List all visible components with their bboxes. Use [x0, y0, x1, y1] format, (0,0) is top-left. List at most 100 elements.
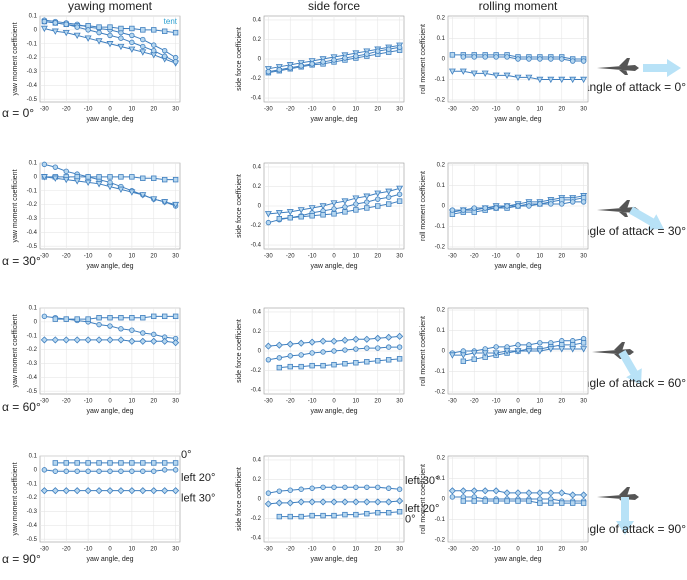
data-point [150, 196, 158, 203]
y-tick-label: -0.1 [27, 481, 38, 487]
data-point [559, 56, 565, 62]
data-point [515, 342, 521, 348]
data-point [537, 56, 543, 62]
series-label: 0° [181, 449, 192, 461]
x-tick-label: 10 [353, 107, 360, 113]
data-point [374, 334, 382, 342]
data-point [580, 199, 587, 205]
data-point [375, 358, 381, 364]
y-tick-label: 0 [258, 57, 262, 63]
data-point [309, 350, 315, 356]
y-tick-label: 0 [258, 497, 262, 503]
data-point [320, 349, 326, 355]
data-point [298, 214, 304, 220]
data-point [107, 323, 113, 329]
data-point [342, 484, 348, 490]
alpha-label: α = 90° [2, 552, 41, 566]
data-point [482, 205, 488, 211]
data-point [286, 340, 294, 348]
x-tick-label: 30 [172, 107, 179, 113]
x-tick-label: -10 [308, 399, 317, 405]
data-point [385, 344, 392, 350]
data-point [341, 336, 349, 344]
data-point [265, 69, 272, 75]
chart-title: yawing moment [68, 0, 153, 13]
y-tick-label: -0.3 [27, 361, 38, 367]
y-tick-label: -0.1 [27, 188, 38, 194]
x-axis-label: yaw angle, deg [494, 263, 541, 270]
y-tick-label: 0.4 [253, 457, 262, 463]
y-tick-label: 0.1 [437, 36, 446, 42]
y-tick-label: 0.1 [29, 14, 38, 20]
data-point [493, 205, 499, 211]
data-point [569, 346, 577, 353]
y-axis-label: roll moment coefficient [420, 316, 427, 386]
x-tick-label: 10 [537, 399, 544, 405]
data-point [118, 460, 124, 466]
y-tick-label: -0.2 [27, 347, 38, 353]
data-point [63, 21, 69, 28]
data-point [319, 337, 327, 345]
x-tick-label: 20 [558, 547, 565, 553]
data-point [375, 484, 381, 490]
data-point [161, 337, 169, 345]
data-point [319, 203, 327, 210]
x-tick-label: 20 [558, 399, 565, 405]
data-point [40, 336, 48, 344]
data-point [275, 341, 283, 349]
y-tick-label: -0.4 [251, 388, 262, 394]
data-point [172, 467, 179, 473]
data-point [276, 216, 283, 222]
data-point [297, 498, 305, 506]
data-point [106, 487, 114, 495]
data-point [264, 342, 272, 350]
data-point [84, 179, 92, 187]
x-axis-label: yaw angle, deg [86, 408, 133, 415]
x-tick-label: -10 [84, 254, 93, 260]
y-axis-label: side force coefficient [236, 27, 243, 91]
data-point [172, 339, 180, 347]
data-point [320, 484, 326, 490]
data-point [331, 361, 337, 368]
x-tick-label: 30 [580, 547, 587, 553]
data-point [364, 205, 370, 211]
series-label: left 30° [181, 493, 215, 505]
data-point [558, 76, 566, 84]
data-point [331, 484, 337, 490]
data-point [547, 76, 555, 84]
x-tick-label: 10 [129, 254, 136, 260]
data-point [374, 190, 382, 197]
data-point [62, 176, 70, 184]
data-point [580, 491, 588, 499]
data-point [308, 338, 316, 346]
data-point [330, 498, 338, 506]
y-tick-label: -0.2 [251, 368, 262, 374]
x-tick-label: 20 [374, 254, 381, 260]
data-point [580, 340, 587, 346]
data-point [85, 460, 91, 466]
data-point [161, 467, 168, 473]
data-point [481, 350, 489, 357]
y-tick-label: -0.2 [251, 516, 262, 522]
x-tick-label: 20 [150, 254, 157, 260]
data-point [51, 175, 59, 182]
data-point [117, 336, 125, 344]
x-axis-label: yaw angle, deg [86, 116, 133, 123]
aircraft [597, 487, 639, 535]
data-point [118, 25, 124, 32]
aircraft [592, 342, 642, 385]
x-tick-label: 0 [516, 399, 520, 405]
data-point [470, 487, 478, 495]
y-tick-label: -0.1 [27, 333, 38, 339]
x-tick-label: 0 [516, 107, 520, 113]
data-point [51, 336, 59, 344]
x-tick-label: 30 [172, 547, 179, 553]
data-point [96, 468, 102, 474]
data-point [459, 352, 467, 359]
data-point [449, 52, 456, 58]
data-point [493, 498, 499, 504]
data-point [73, 32, 81, 40]
x-axis-label: yaw angle, deg [310, 556, 357, 563]
data-point [353, 346, 359, 352]
y-tick-label: -0.2 [27, 55, 38, 61]
